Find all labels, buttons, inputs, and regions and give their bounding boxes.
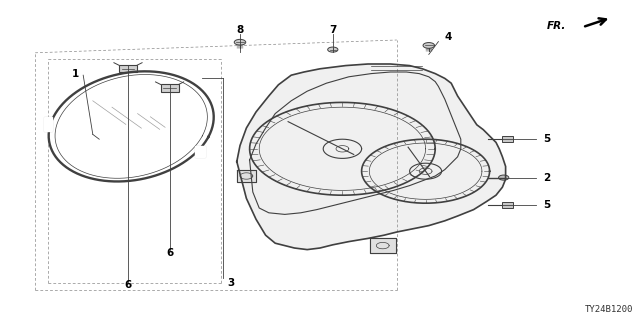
Text: 6: 6 <box>124 280 132 290</box>
Polygon shape <box>237 64 506 250</box>
Text: 1: 1 <box>72 68 79 79</box>
Circle shape <box>234 39 246 45</box>
Text: 5: 5 <box>543 134 550 144</box>
Text: 7: 7 <box>329 25 337 36</box>
FancyBboxPatch shape <box>161 84 179 92</box>
Polygon shape <box>237 170 256 182</box>
FancyBboxPatch shape <box>119 65 137 72</box>
Text: 8: 8 <box>236 25 244 36</box>
Text: 6: 6 <box>166 248 173 258</box>
Text: 4: 4 <box>445 32 452 42</box>
Circle shape <box>328 47 338 52</box>
Polygon shape <box>195 146 205 157</box>
Polygon shape <box>44 117 52 131</box>
Text: 5: 5 <box>543 200 550 210</box>
Text: TY24B1200: TY24B1200 <box>585 305 634 314</box>
Text: 2: 2 <box>543 172 550 183</box>
FancyBboxPatch shape <box>502 136 513 142</box>
Circle shape <box>499 175 509 180</box>
Circle shape <box>423 43 435 48</box>
Text: FR.: FR. <box>547 20 566 31</box>
Polygon shape <box>370 238 396 253</box>
Text: 3: 3 <box>227 278 234 288</box>
FancyBboxPatch shape <box>502 202 513 208</box>
